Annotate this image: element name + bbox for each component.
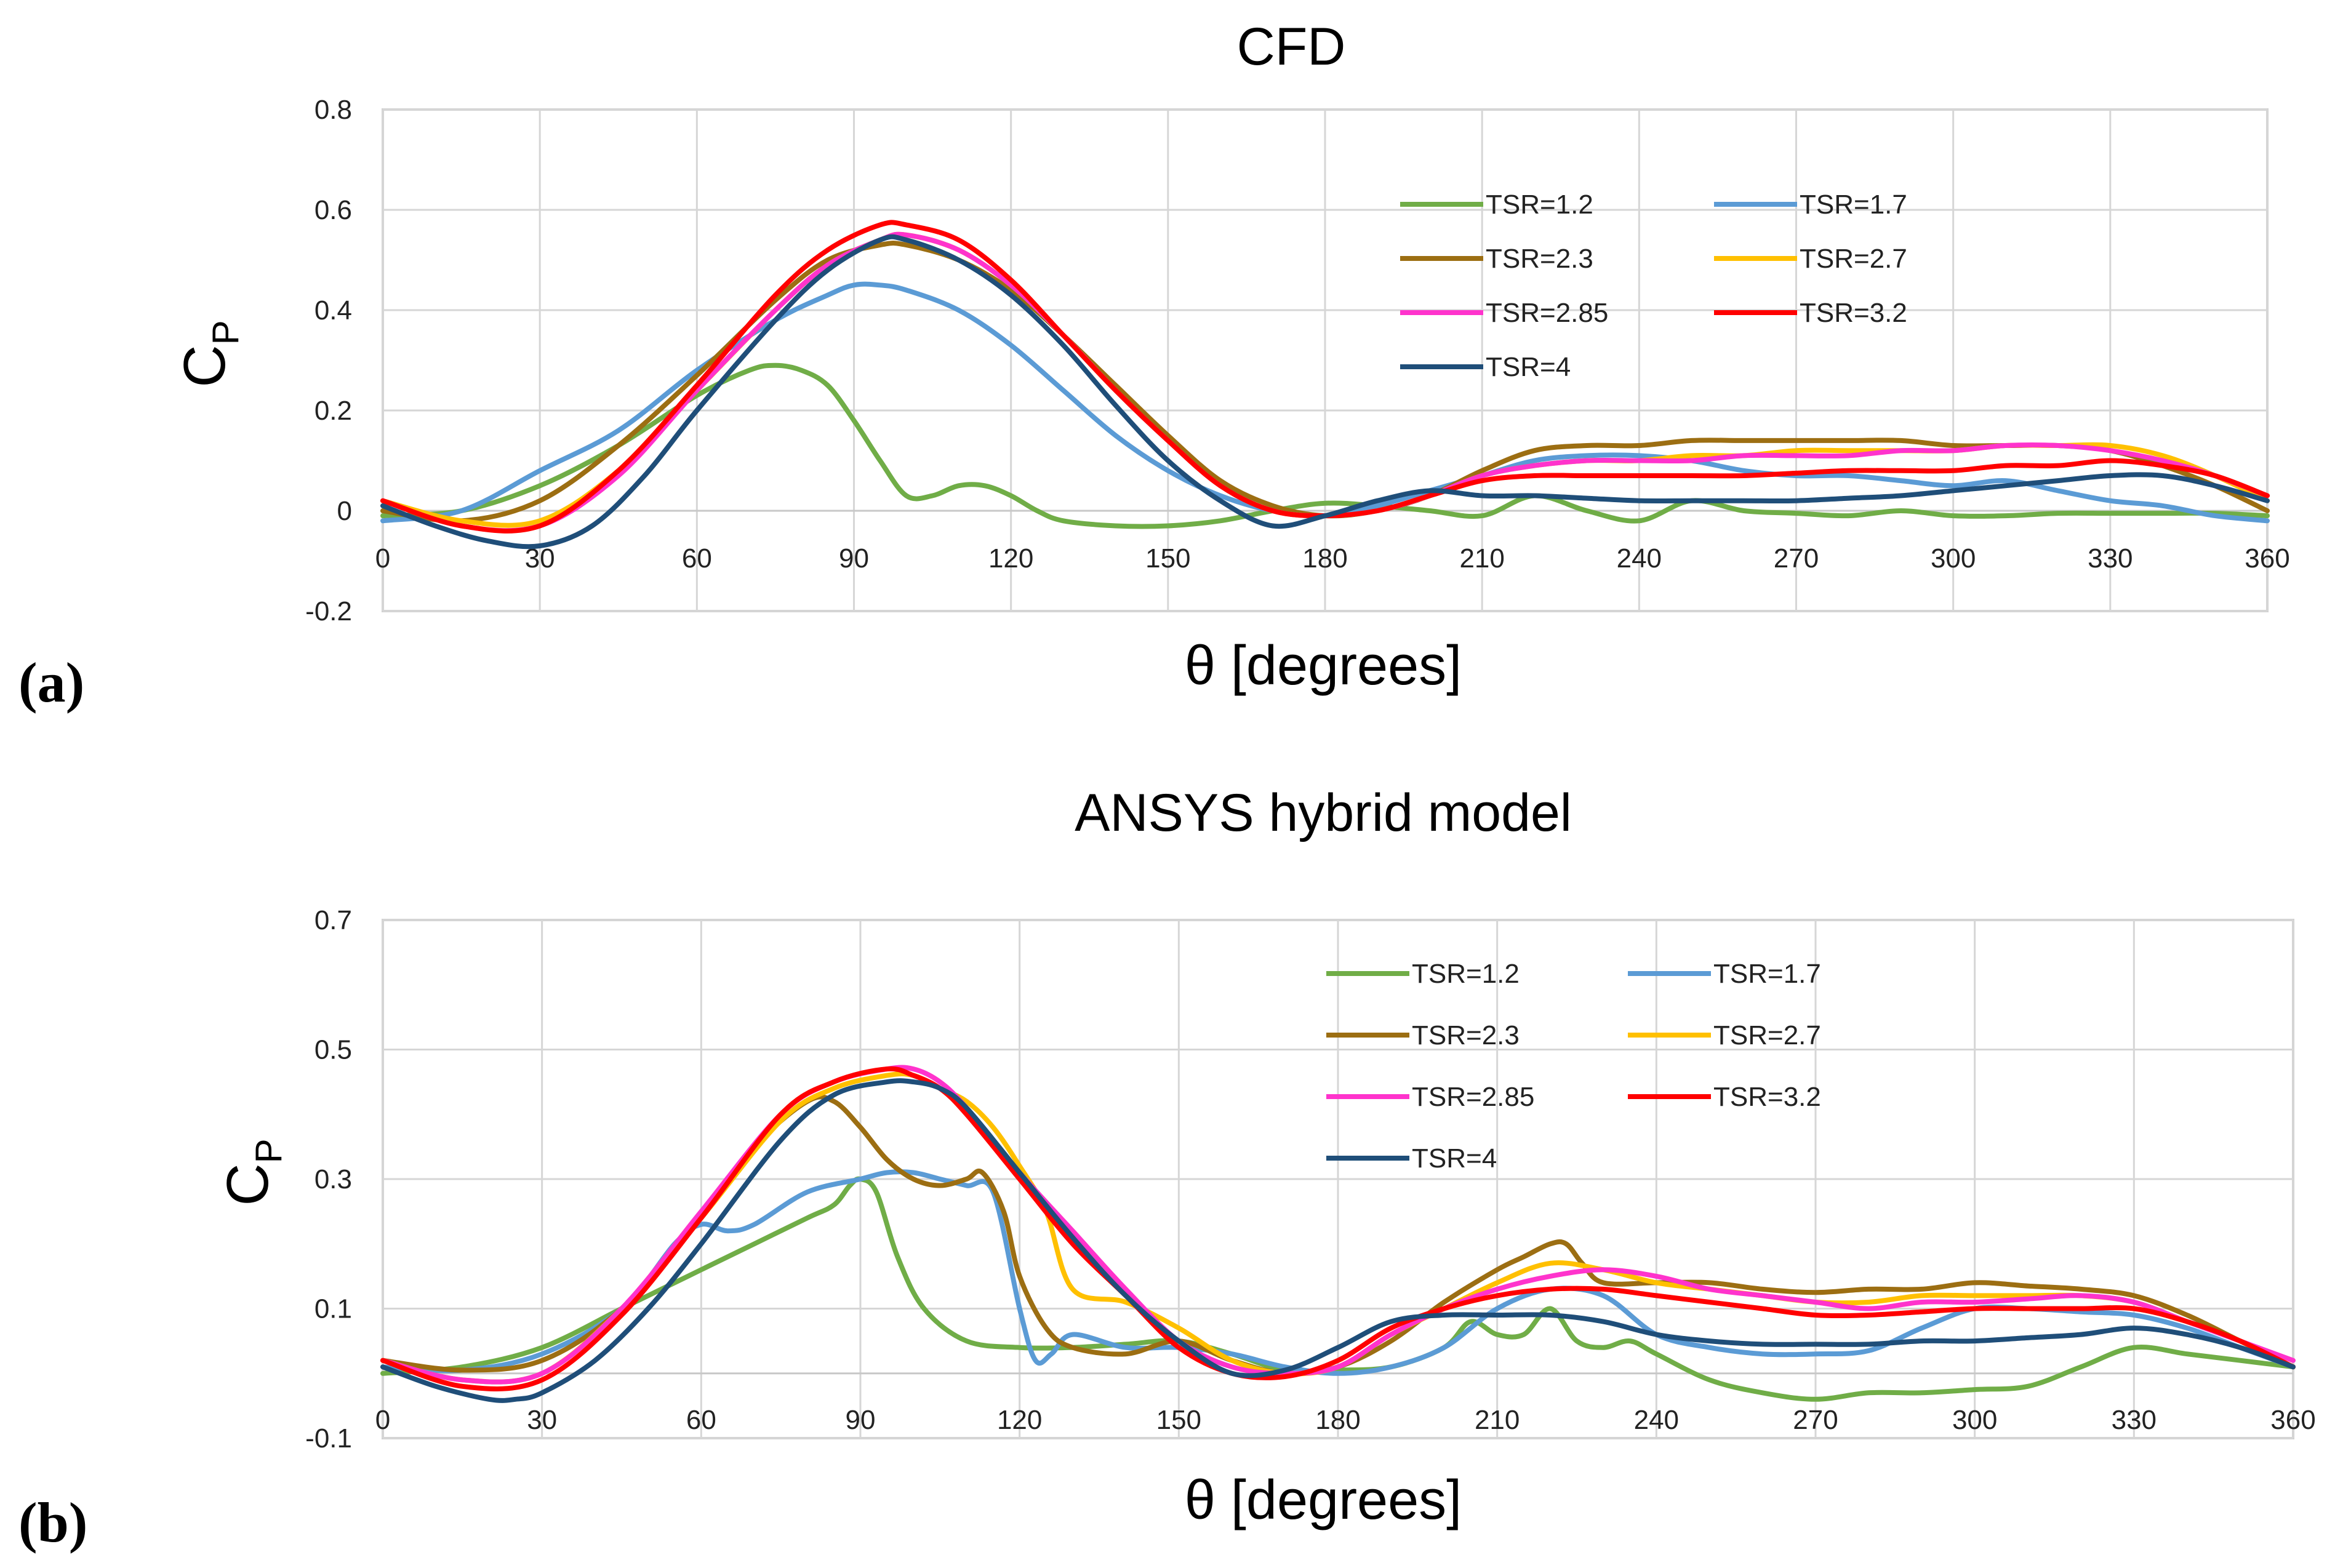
x-tick-label: 240 — [1634, 1405, 1679, 1435]
y-tick-label: 0.5 — [314, 1035, 352, 1065]
x-tick-label: 360 — [2270, 1405, 2315, 1435]
series-lines — [380, 1065, 2296, 1403]
y-tick-labels: -0.2 0 0.2 0.4 0.6 0.8 — [305, 95, 352, 626]
y-tick-label: 0.1 — [314, 1294, 352, 1324]
chart-cfd: CFD -0.200.20.40.60.8 0 30 60 90 120 150 180 21… — [18, 17, 2290, 714]
y-tick-label: -0.1 — [305, 1423, 352, 1454]
x-tick-label: 150 — [1145, 543, 1190, 574]
legend-label-tsr-2-85: TSR=2.85 — [1412, 1082, 1534, 1112]
y-tick-label: 0.4 — [314, 295, 352, 326]
x-tick-label: 210 — [1459, 543, 1504, 574]
series-line-tsr-4 — [380, 234, 2270, 550]
y-tick-label: 0.3 — [314, 1164, 352, 1194]
series-line-tsr-1-2 — [380, 1176, 2296, 1402]
chart-title: ANSYS hybrid model — [1075, 783, 1572, 842]
legend-label-tsr-1-2: TSR=1.2 — [1486, 190, 1593, 220]
x-tick-label: 360 — [2245, 543, 2289, 574]
chart-ansys-hybrid-model: ANSYS hybrid model -0.1 0.1 0.3 0.5 0.7 0 30 6… — [18, 783, 2316, 1554]
y-axis-label: CP — [172, 320, 246, 387]
y-tick-label: 0.2 — [314, 396, 352, 426]
series-lines — [380, 220, 2270, 550]
x-tick-label: 240 — [1617, 543, 1662, 574]
x-tick-label: 150 — [1156, 1405, 1201, 1435]
x-tick-label: 60 — [682, 543, 712, 574]
x-tick-label: 300 — [1931, 543, 1976, 574]
legend-label-tsr-1-7: TSR=1.7 — [1713, 959, 1821, 989]
x-tick-labels: 0 30 60 90 120 150 180 210 240 270 300 330 360 — [375, 1405, 2316, 1435]
x-tick-label: 270 — [1774, 543, 1819, 574]
svg-text:CP: CP — [172, 320, 246, 387]
legend-label-tsr-2-85: TSR=2.85 — [1486, 298, 1608, 328]
legend-label-tsr-3-2: TSR=3.2 — [1713, 1082, 1821, 1112]
x-tick-label: 90 — [846, 1405, 876, 1435]
x-tick-label: 210 — [1475, 1405, 1520, 1435]
panel-label-a: (a) — [18, 651, 84, 714]
series-line-tsr-3-2 — [380, 1066, 2296, 1391]
x-tick-label: 330 — [2112, 1405, 2157, 1435]
panel-label-b: (b) — [18, 1491, 87, 1554]
legend-label-tsr-2-7: TSR=2.7 — [1800, 244, 1907, 274]
x-tick-labels: 0 30 60 90 120 150 180 210 240 270 300 330 360 — [375, 543, 2290, 574]
y-axis-label-sub: P — [248, 1138, 289, 1163]
legend-label-tsr-2-7: TSR=2.7 — [1713, 1020, 1821, 1050]
y-axis-label: CP — [215, 1138, 289, 1206]
legend-label-tsr-1-2: TSR=1.2 — [1412, 959, 1520, 989]
x-axis-label: θ [degrees] — [1185, 635, 1462, 697]
legend-label-tsr-2-3: TSR=2.3 — [1486, 244, 1593, 274]
legend-label-tsr-1-7: TSR=1.7 — [1800, 190, 1907, 220]
x-tick-label: 60 — [686, 1405, 716, 1435]
y-tick-labels: -0.1 0.1 0.3 0.5 0.7 — [305, 905, 352, 1454]
legend-label-tsr-2-3: TSR=2.3 — [1412, 1020, 1520, 1050]
x-tick-label: 180 — [1302, 543, 1347, 574]
x-tick-label: 330 — [2088, 543, 2133, 574]
x-tick-label: 300 — [1952, 1405, 1997, 1435]
y-tick-label: 0.8 — [314, 95, 352, 125]
y-tick-label: 0 — [337, 496, 352, 526]
x-tick-label: 90 — [839, 543, 869, 574]
chart-title: CFD — [1237, 17, 1346, 76]
y-axis-label-sub: P — [205, 320, 246, 345]
x-tick-label: 30 — [527, 1405, 557, 1435]
x-tick-label: 270 — [1793, 1405, 1838, 1435]
series-line-tsr-4 — [380, 1078, 2296, 1403]
legend: TSR=1.2 TSR=1.7 TSR=2.3 TSR=2.7 TSR=2.85 TSR=… — [1326, 959, 1821, 1174]
y-tick-label: 0.6 — [314, 195, 352, 225]
x-tick-label: 120 — [997, 1405, 1042, 1435]
y-axis-label-main: C — [215, 1163, 281, 1206]
grid — [382, 108, 2269, 612]
x-tick-label: 0 — [375, 543, 390, 574]
legend-label-tsr-4: TSR=4 — [1412, 1143, 1497, 1174]
legend-label-tsr-4: TSR=4 — [1486, 352, 1571, 382]
legend: TSR=1.2 TSR=1.7 TSR=2.3 TSR=2.7 TSR=2.85 TSR=… — [1400, 190, 1907, 382]
legend-label-tsr-3-2: TSR=3.2 — [1800, 298, 1907, 328]
x-axis-label: θ [degrees] — [1185, 1470, 1462, 1531]
x-tick-label: 180 — [1315, 1405, 1360, 1435]
y-tick-label: 0.7 — [314, 905, 352, 935]
x-tick-label: 0 — [375, 1405, 390, 1435]
svg-text:CP: CP — [215, 1138, 289, 1206]
y-axis-label-main: C — [172, 345, 238, 387]
x-tick-label: 120 — [988, 543, 1033, 574]
y-tick-label: -0.2 — [305, 596, 352, 626]
